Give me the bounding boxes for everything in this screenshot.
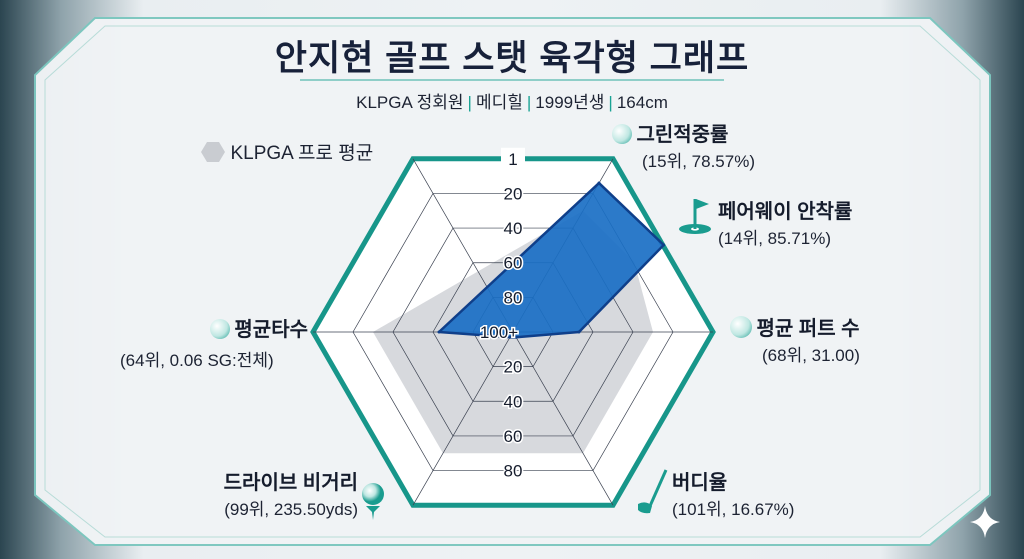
- separator: |: [608, 93, 613, 112]
- subtitle-team: 메디힐: [475, 93, 523, 112]
- tick-label: 60: [504, 427, 523, 446]
- axis-name: 그린적중률: [636, 124, 729, 146]
- tick-label: 80: [504, 462, 523, 481]
- axis-name: 평균타수: [234, 319, 308, 341]
- data-point: [514, 335, 518, 339]
- separator: |: [467, 93, 472, 112]
- data-point: [508, 335, 512, 339]
- axis-detail: (64위, 0.06 SG:전체): [120, 351, 274, 370]
- subtitle-height: 164cm: [616, 93, 668, 112]
- axis-label-scoring-avg: 평균타수 (64위, 0.06 SG:전체): [120, 313, 308, 371]
- axis-detail: (99위, 235.50yds): [224, 500, 358, 519]
- axis-label-fairway: 페어웨이 안착률 (14위, 85.71%): [678, 195, 852, 249]
- tick-label: 100+: [480, 323, 518, 342]
- sparkle-icon: [970, 506, 1000, 538]
- golf-ball-icon: [730, 316, 752, 338]
- legend: KLPGA 프로 평균: [200, 138, 373, 165]
- axis-detail: (15위, 78.57%): [642, 152, 755, 171]
- axis-label-putts: 평균 퍼트 수 (68위, 31.00): [730, 312, 860, 366]
- axis-detail: (101위, 16.67%): [672, 500, 795, 519]
- axis-label-birdie: 버디율 (101위, 16.67%): [636, 466, 794, 520]
- subtitle-birth-year: 1999년생: [535, 93, 605, 112]
- data-point: [662, 243, 666, 247]
- axis-detail: (14위, 85.71%): [718, 229, 831, 248]
- tick-label: 40: [504, 219, 523, 238]
- golf-ball-icon: [612, 124, 632, 144]
- data-point: [597, 181, 601, 185]
- tick-label-bg: [501, 147, 525, 170]
- axis-label-green-hit: 그린적중률 (15위, 78.57%): [612, 118, 755, 172]
- tick-label: 60: [504, 254, 523, 273]
- golf-ball-icon: [209, 319, 230, 339]
- tick-label: 20: [504, 184, 523, 203]
- golf-ball-tee-icon: [362, 483, 384, 520]
- axis-name: 드라이브 비거리: [223, 472, 358, 494]
- data-point: [577, 330, 581, 334]
- legend-label: KLPGA 프로 평균: [230, 143, 374, 164]
- axis-name: 페어웨이 안착률: [718, 201, 853, 223]
- tick-label: 40: [504, 392, 523, 411]
- axis-name: 평균 퍼트 수: [756, 318, 860, 340]
- subtitle: KLPGA 정회원 | 메디힐 | 1999년생 | 164cm: [0, 88, 1024, 113]
- gray-hexagon-icon: [201, 141, 225, 162]
- subtitle-membership: KLPGA 정회원: [356, 93, 464, 112]
- axis-detail: (68위, 31.00): [762, 346, 860, 365]
- axis-label-drive: 드라이브 비거리 (99위, 235.50yds): [224, 466, 358, 520]
- tick-label: 1: [508, 150, 517, 169]
- page-title: 안지현 골프 스탯 육각형 그래프: [274, 39, 750, 78]
- axis-name: 버디율: [672, 472, 728, 494]
- golf-club-icon: [638, 469, 668, 514]
- separator: |: [526, 93, 532, 112]
- data-point: [437, 330, 441, 334]
- golf-flag-icon: [679, 199, 711, 234]
- tick-label: 20: [504, 358, 523, 377]
- tick-label: 80: [504, 288, 523, 307]
